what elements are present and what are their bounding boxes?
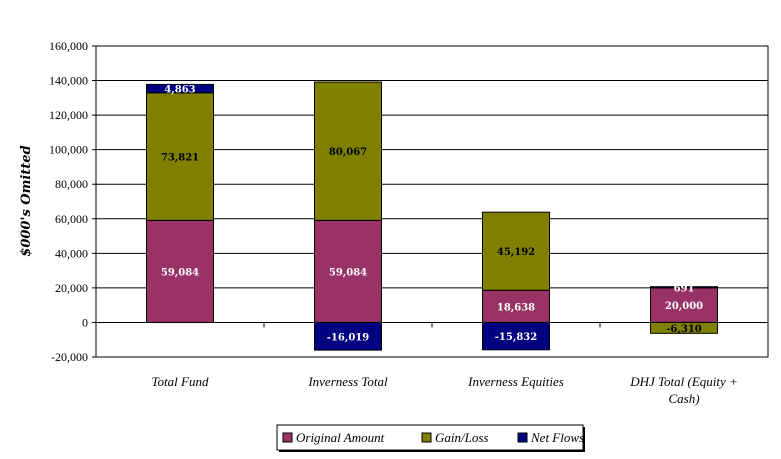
data-label: -16,019 bbox=[327, 332, 369, 343]
y-tick-label: 60,000 bbox=[55, 212, 88, 226]
x-category-label: DHJ Total (Equity + Cash) bbox=[629, 374, 738, 406]
y-tick-label: -20,000 bbox=[51, 350, 88, 364]
data-label: 45,192 bbox=[497, 247, 535, 258]
bar-segment bbox=[314, 321, 382, 351]
y-tick-label: 20,000 bbox=[55, 281, 88, 295]
data-label: 73,821 bbox=[161, 153, 199, 164]
bar-segment bbox=[650, 287, 718, 323]
data-labels: 59,084 73,821 4,863 59,084 80,067 -16,019 18,6… bbox=[161, 85, 703, 344]
y-tick-label: 160,000 bbox=[49, 39, 88, 53]
y-tick-label: 100,000 bbox=[49, 143, 88, 157]
y-tick-label: 80,000 bbox=[55, 177, 88, 191]
bar-segment bbox=[482, 211, 550, 291]
y-tick-label: 40,000 bbox=[55, 246, 88, 260]
y-tick-label: 140,000 bbox=[49, 74, 88, 88]
x-category-label: Total Fund bbox=[152, 374, 209, 389]
bar-segment bbox=[314, 81, 382, 221]
bar-segment bbox=[650, 286, 718, 289]
data-label: 18,638 bbox=[497, 302, 535, 313]
x-category-label: Inverness Equities bbox=[467, 374, 564, 389]
data-label: 20,000 bbox=[665, 301, 703, 312]
x-axis-categories: Total Fund Inverness Total Inverness Equit… bbox=[152, 322, 738, 406]
data-label: -15,832 bbox=[495, 332, 537, 343]
legend-label: Original Amount bbox=[296, 430, 385, 445]
legend-swatch bbox=[517, 432, 528, 443]
y-tick-label: 0 bbox=[82, 315, 88, 329]
data-label: 4,863 bbox=[164, 85, 195, 96]
legend-label: Net Flows bbox=[530, 430, 584, 445]
y-axis-ticks: -20,000 0 20,000 40,000 60,000 80,000 100,000 1… bbox=[49, 39, 96, 364]
y-axis-label: $000's Omitted bbox=[19, 145, 34, 256]
data-label: 80,067 bbox=[329, 147, 367, 158]
x-category-label: Inverness Total bbox=[307, 374, 388, 389]
bars bbox=[146, 81, 718, 351]
data-label: -6,310 bbox=[666, 324, 702, 335]
legend-swatch bbox=[421, 432, 432, 443]
y-tick-label: 120,000 bbox=[49, 108, 88, 122]
bar-segment bbox=[482, 321, 550, 351]
legend-label: Gain/Loss bbox=[435, 430, 488, 445]
legend-swatch bbox=[282, 432, 293, 443]
data-label: 59,084 bbox=[329, 267, 367, 278]
data-label: 691 bbox=[674, 283, 695, 294]
data-label: 59,084 bbox=[161, 267, 199, 278]
legend: Original Amount Gain/Loss Net Flows bbox=[276, 424, 585, 452]
bar-segment bbox=[146, 83, 214, 94]
bar-segment bbox=[650, 321, 718, 334]
